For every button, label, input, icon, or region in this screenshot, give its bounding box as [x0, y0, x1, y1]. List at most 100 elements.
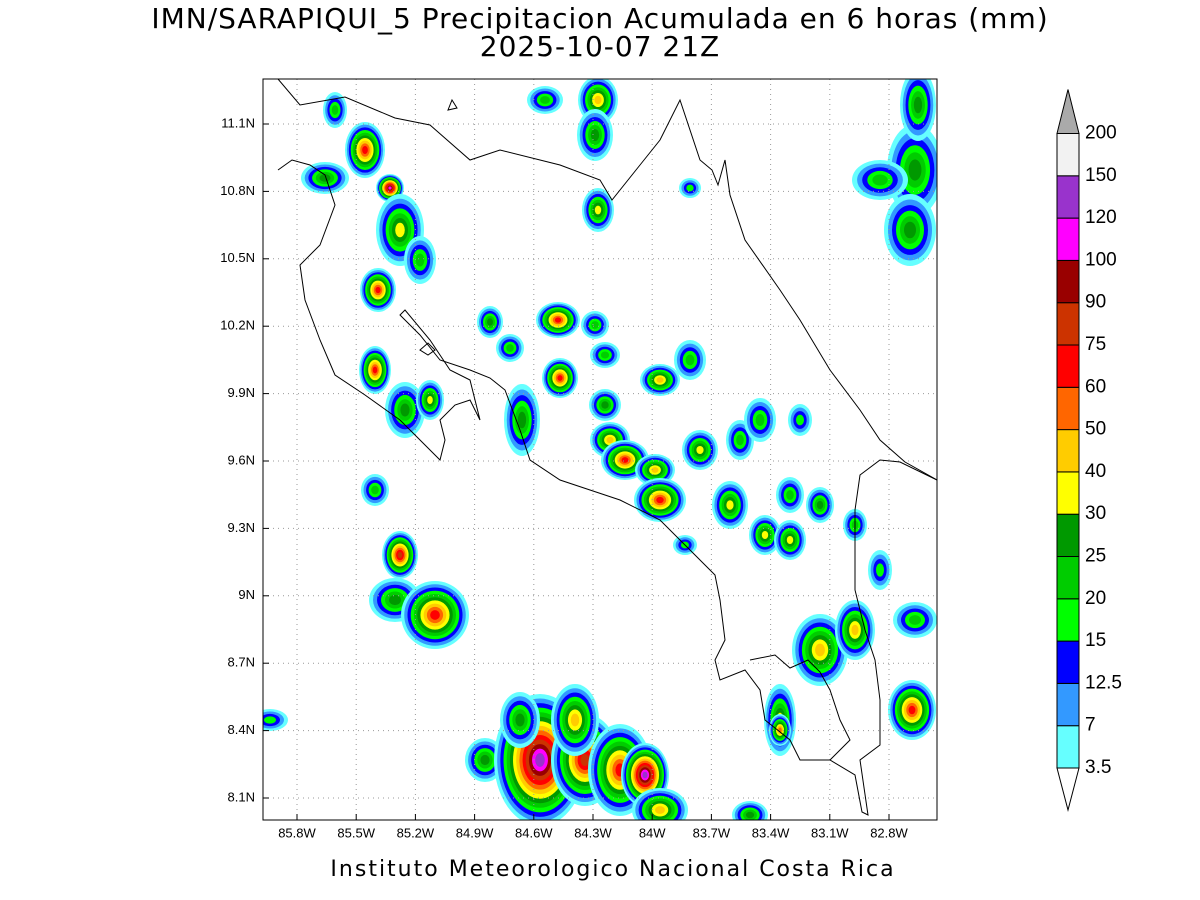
lon-tick-label: 82.8W [870, 825, 908, 840]
precip-cell [535, 753, 545, 767]
lat-tick-label: 9.3N [228, 520, 255, 535]
precip-cell [375, 286, 381, 294]
colorbar-label: 25 [1085, 546, 1106, 567]
colorbar-box [1056, 725, 1080, 769]
precip-cell [371, 485, 379, 495]
precip-cell [909, 615, 921, 625]
precip-cell [331, 105, 339, 115]
precip-cell [600, 351, 610, 359]
precip-cell [389, 594, 401, 606]
precip-cell [515, 713, 525, 727]
graticule [263, 79, 937, 820]
colorbar-box [1056, 640, 1080, 684]
colorbar-label: 30 [1085, 503, 1106, 524]
precip-cell [761, 531, 769, 539]
precip-cell [651, 467, 659, 473]
lon-tick-label: 83.1W [811, 825, 849, 840]
colorbar-label: 3.5 [1085, 757, 1111, 778]
colorbar-box [1056, 556, 1080, 600]
colorbar-box [1056, 175, 1080, 219]
colorbar-box [1056, 217, 1080, 261]
colorbar-label: 90 [1085, 292, 1106, 313]
lat-tick-label: 11.1N [221, 115, 255, 130]
colorbar-box [1056, 429, 1080, 473]
subtitle: 2025-10-07 21Z [480, 30, 720, 63]
precip-cell [796, 414, 804, 426]
precip-cell [540, 96, 550, 104]
coastline [749, 654, 851, 761]
precip-cell [606, 436, 614, 444]
colorbar-label: 12.5 [1085, 672, 1122, 693]
colorbar-label: 200 [1085, 123, 1117, 144]
lat-tick-label: 10.5N [220, 250, 255, 265]
precip-cell [913, 96, 923, 114]
colorbar-low-triangle [1056, 767, 1080, 812]
precip-cell [480, 754, 490, 766]
lon-tick-label: 83.4W [752, 825, 790, 840]
colorbar-box [1056, 598, 1080, 642]
precip-cell [430, 610, 440, 620]
lat-tick-label: 9.9N [228, 385, 255, 400]
precip-cell [904, 221, 916, 239]
precip-cell [594, 205, 602, 215]
precip-cell [264, 716, 276, 724]
footer: Instituto Meteorologico Nacional Costa R… [330, 857, 895, 882]
precip-cell [745, 811, 755, 819]
lat-tick-label: 8.4N [228, 722, 255, 737]
precip-cell [362, 146, 368, 154]
precip-cell [815, 643, 825, 657]
precip-cell [726, 500, 734, 510]
island [419, 342, 436, 356]
precip-cell [487, 318, 493, 326]
precip-cell [506, 344, 514, 352]
precip-cell [601, 401, 609, 409]
precip-cell [570, 713, 580, 727]
precip-cell [872, 174, 888, 186]
lon-tick-label: 84.9W [456, 825, 494, 840]
colorbar-box [1056, 133, 1080, 177]
precip-cell [388, 186, 392, 190]
precip-cell [851, 624, 859, 636]
precip-cell [786, 536, 794, 544]
precip-cell [816, 500, 824, 510]
precip-cell [557, 375, 563, 381]
colorbar-high-triangle [1056, 89, 1080, 134]
island [447, 98, 458, 111]
coastline [277, 79, 937, 481]
precip-cell [554, 317, 562, 323]
precip-cell [656, 496, 664, 504]
colorbar-label: 75 [1085, 334, 1106, 355]
precip-cell [876, 563, 884, 577]
coastline [277, 159, 937, 816]
precip-cell [736, 434, 744, 446]
lon-tick-label: 84.6W [515, 825, 553, 840]
colorbar-label: 150 [1085, 165, 1117, 186]
precip-cell [415, 253, 425, 267]
colorbar-box [1056, 344, 1080, 388]
precip-cell [591, 321, 599, 329]
colorbar: 3.5 7 12.5 15 20 25 30 40 50 60 75 90 100 120 150 200 [1056, 89, 1122, 812]
colorbar-label: 40 [1085, 461, 1106, 482]
map-frame [262, 78, 938, 821]
colorbar-label: 50 [1085, 419, 1106, 440]
precip-cell [621, 457, 629, 463]
lon-tick-label: 85.8W [278, 825, 316, 840]
colorbar-box [1056, 259, 1080, 304]
precip-cell [319, 174, 331, 182]
precip-cell [908, 159, 922, 181]
colorbar-box [1056, 302, 1080, 346]
colorbar-box [1056, 386, 1080, 431]
colorbar-label: 100 [1085, 249, 1117, 270]
title: IMN/SARAPIQUI_5 Precipitacion Acumulada … [151, 2, 1048, 35]
lat-tick-label: 9N [238, 587, 255, 602]
lat-tick-label: 10.8N [220, 183, 255, 198]
lat-tick-label: 8.7N [228, 655, 255, 670]
lat-tick-label: 10.2N [220, 318, 255, 333]
colorbar-box [1056, 513, 1080, 558]
precip-cell [655, 806, 665, 814]
lon-tick-label: 84W [639, 825, 666, 840]
axis-labels: 85.8W 85.5W 85.2W 84.9W 84.6W 84.3W 84W 83.7W 83… [220, 115, 908, 840]
precip-cell [590, 129, 600, 141]
precip-cell [908, 705, 916, 715]
lon-tick-label: 84.3W [574, 825, 612, 840]
